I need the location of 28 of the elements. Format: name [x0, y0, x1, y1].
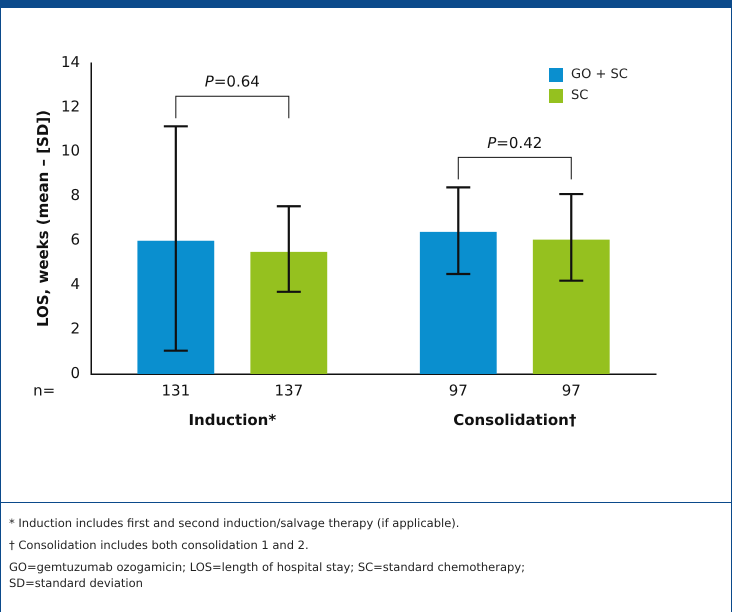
x-tick-label: Consolidation† [453, 410, 577, 429]
bar [250, 252, 328, 374]
y-tick-label: 12 [60, 97, 80, 116]
bar [532, 240, 610, 374]
y-axis-title: LOS, weeks (mean – [SD]) [34, 110, 52, 328]
y-tick-label: 10 [60, 142, 80, 160]
annotation: P=0.64 [204, 72, 260, 91]
text: SD=standard deviation [9, 576, 144, 590]
bar [420, 232, 497, 374]
legend-label: GO + SC [571, 67, 628, 82]
text: n= [33, 381, 56, 400]
text: 131 [162, 381, 190, 400]
legend-label: SC [571, 88, 588, 103]
bar [137, 240, 214, 374]
y-tick-label: 4 [70, 275, 80, 294]
y-tick-label: 6 [70, 230, 80, 249]
text: 97 [562, 381, 581, 400]
y-tick-label: 0 [70, 364, 80, 382]
x-tick-label: Induction* [188, 410, 276, 429]
text: 137 [274, 381, 304, 400]
y-tick-label: 14 [60, 52, 80, 71]
text: * Induction includes first and second induction/salvage therapy (if applicable). [9, 516, 460, 530]
annotation: P=0.42 [487, 134, 542, 152]
y-tick-label: 8 [70, 186, 80, 204]
text: 97 [448, 381, 468, 400]
text: † Consolidation includes both consolidation 1 and 2. [9, 538, 310, 552]
y-tick-label: 2 [70, 319, 80, 338]
text: GO=gemtuzumab ozogamicin; LOS=length of hospital stay; SC=standard chemotherapy; [9, 560, 526, 574]
